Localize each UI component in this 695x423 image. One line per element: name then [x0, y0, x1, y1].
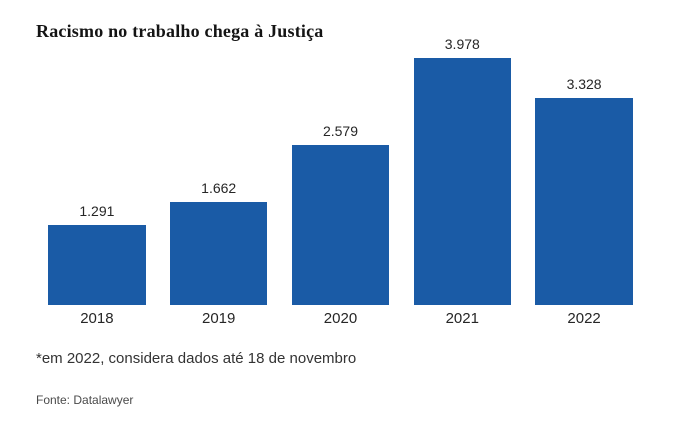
- bar-group-2021: 3.978: [401, 30, 523, 305]
- page-title: Racismo no trabalho chega à Justiça: [36, 21, 324, 42]
- bar-value-label: 3.328: [566, 76, 602, 92]
- bar-group-2022: 3.328: [523, 30, 645, 305]
- x-tick-2020: 2020: [323, 310, 358, 327]
- bar-2021: [413, 58, 511, 305]
- bar-value-label: 1.291: [79, 203, 115, 219]
- x-tick-2019: 2019: [202, 310, 236, 327]
- bar-group-2020: 2.579: [280, 30, 402, 305]
- source-credit: Fonte: Datalawyer: [36, 393, 134, 407]
- bar-group-2019: 1.662: [158, 30, 280, 305]
- bar-value-label: 3.978: [444, 36, 480, 52]
- bar-chart: 1.291 1.662 2.579 3.978 3.328: [36, 30, 645, 305]
- bar-2018: [48, 225, 146, 305]
- bar-2020: [291, 145, 390, 305]
- bar-2019: [169, 202, 268, 305]
- x-tick-2018: 2018: [80, 310, 114, 327]
- footnote: *em 2022, considera dados até 18 de nove…: [36, 350, 357, 367]
- bar-value-label: 1.662: [201, 180, 237, 196]
- bar-value-label: 2.579: [322, 123, 359, 139]
- x-tick-2021: 2021: [445, 310, 479, 327]
- bar-group-2018: 1.291: [36, 30, 158, 305]
- x-axis: 2018 2019 2020 2021 2022: [36, 310, 645, 327]
- bar-2022: [535, 98, 633, 305]
- x-tick-2022: 2022: [567, 310, 601, 327]
